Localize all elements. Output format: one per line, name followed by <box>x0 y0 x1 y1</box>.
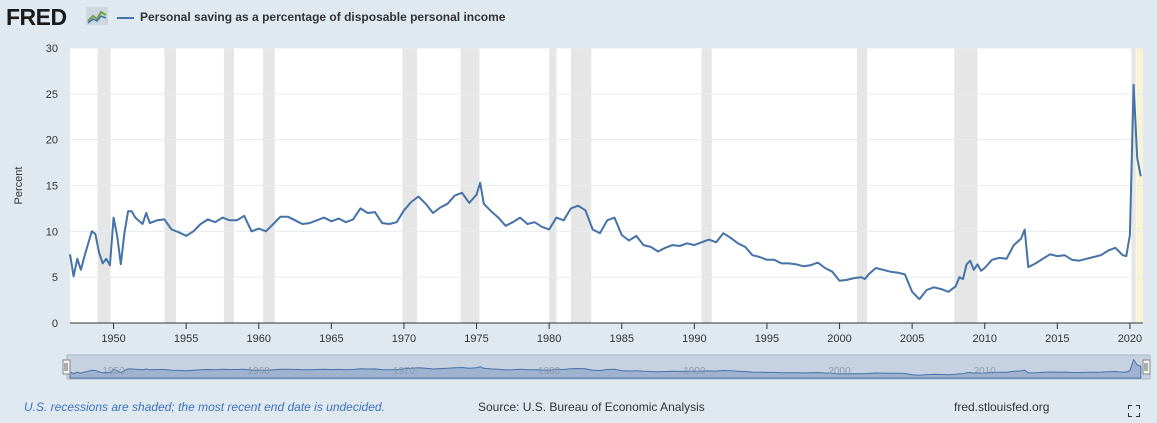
y-tick-label: 25 <box>46 89 58 101</box>
x-tick-label: 2015 <box>1045 333 1069 345</box>
recession-note: U.S. recessions are shaded; the most rec… <box>24 400 385 414</box>
navigator-label: 1950 <box>102 366 125 377</box>
y-axis-label: Percent <box>13 167 25 205</box>
line-graph-icon <box>86 7 108 25</box>
navigator-label: 2010 <box>974 366 997 377</box>
navigator-label: 1960 <box>248 366 271 377</box>
source-note: Source: U.S. Bureau of Economic Analysis <box>478 400 705 414</box>
x-tick-label: 1980 <box>537 333 561 345</box>
x-tick-label: 1990 <box>682 333 706 345</box>
navigator-label: 2000 <box>828 366 851 377</box>
navigator-label: 1990 <box>683 366 706 377</box>
y-tick-label: 30 <box>46 43 58 55</box>
navigator-series-area <box>69 358 1142 379</box>
y-tick-label: 5 <box>52 272 58 284</box>
x-tick-label: 2005 <box>900 333 924 345</box>
x-tick-label: 1985 <box>610 333 634 345</box>
x-tick-label: 2020 <box>1118 333 1142 345</box>
fred-logo[interactable]: FRED <box>6 4 67 30</box>
y-tick-label: 15 <box>46 181 58 193</box>
site-link[interactable]: fred.stlouisfed.org <box>954 400 1050 414</box>
x-tick-label: 1970 <box>392 333 416 345</box>
x-tick-label: 1960 <box>247 333 271 345</box>
x-tick-label: 2010 <box>972 333 996 345</box>
navigator-label: 1970 <box>393 366 416 377</box>
y-tick-label: 10 <box>46 226 58 238</box>
navigator-label: 1980 <box>538 366 561 377</box>
x-tick-label: 1995 <box>755 333 779 345</box>
legend-swatch <box>117 17 134 19</box>
x-tick-label: 1950 <box>101 333 125 345</box>
x-tick-label: 1965 <box>319 333 343 345</box>
x-tick-label: 1955 <box>174 333 198 345</box>
legend-series-title: Personal saving as a percentage of dispo… <box>140 10 506 24</box>
x-tick-label: 2000 <box>827 333 851 345</box>
x-tick-label: 1975 <box>464 333 488 345</box>
y-tick-label: 20 <box>46 135 58 147</box>
chart-header: FRED Personal saving as a percentage of … <box>0 0 1157 38</box>
fullscreen-icon[interactable] <box>1128 405 1140 417</box>
y-tick-label: 0 <box>52 318 58 330</box>
series-line <box>69 83 1142 301</box>
line-chart[interactable]: 0 5 10 15 20 25 30 1950 1955 1960 1965 1970 1975 1980… <box>0 38 1157 388</box>
